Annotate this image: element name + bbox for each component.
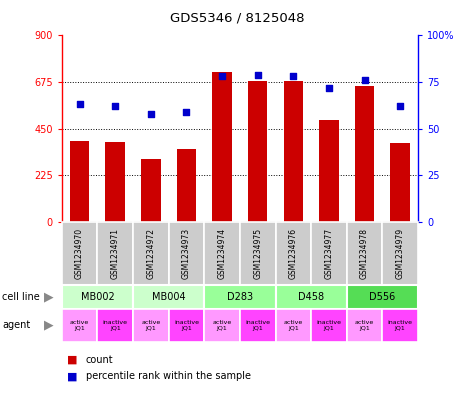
Point: [111, 103, 119, 109]
Text: inactive
JQ1: inactive JQ1: [388, 320, 413, 331]
Bar: [133, 309, 169, 342]
Text: cell line: cell line: [2, 292, 40, 302]
Bar: [355, 86, 374, 222]
Bar: [276, 285, 347, 309]
Point: [325, 84, 332, 91]
Text: GSM1234971: GSM1234971: [111, 228, 120, 279]
Text: ▶: ▶: [44, 290, 54, 303]
Text: GSM1234977: GSM1234977: [324, 228, 333, 279]
Point: [254, 72, 261, 78]
Bar: [311, 309, 347, 342]
Text: ■: ■: [66, 354, 77, 365]
Point: [361, 77, 369, 83]
Bar: [382, 222, 418, 285]
Bar: [141, 159, 161, 222]
Text: inactive
JQ1: inactive JQ1: [174, 320, 199, 331]
Bar: [204, 285, 276, 309]
Text: GSM1234974: GSM1234974: [218, 228, 227, 279]
Bar: [276, 222, 311, 285]
Text: percentile rank within the sample: percentile rank within the sample: [86, 371, 250, 382]
Bar: [284, 81, 303, 222]
Bar: [62, 309, 97, 342]
Text: D283: D283: [227, 292, 253, 302]
Bar: [133, 285, 204, 309]
Bar: [248, 81, 267, 222]
Text: D458: D458: [298, 292, 324, 302]
Text: inactive
JQ1: inactive JQ1: [316, 320, 342, 331]
Text: D556: D556: [369, 292, 396, 302]
Text: inactive
JQ1: inactive JQ1: [103, 320, 128, 331]
Point: [76, 101, 84, 108]
Text: active
JQ1: active JQ1: [141, 320, 161, 331]
Text: count: count: [86, 354, 113, 365]
Bar: [347, 285, 418, 309]
Point: [147, 111, 155, 117]
Bar: [169, 309, 204, 342]
Text: GSM1234970: GSM1234970: [75, 228, 84, 279]
Text: GSM1234975: GSM1234975: [253, 228, 262, 279]
Text: ■: ■: [66, 371, 77, 382]
Bar: [62, 285, 133, 309]
Text: active
JQ1: active JQ1: [284, 320, 303, 331]
Bar: [319, 120, 339, 222]
Text: active
JQ1: active JQ1: [355, 320, 374, 331]
Point: [182, 109, 190, 115]
Text: GDS5346 / 8125048: GDS5346 / 8125048: [170, 12, 305, 25]
Text: ▶: ▶: [44, 319, 54, 332]
Bar: [347, 222, 382, 285]
Text: active
JQ1: active JQ1: [70, 320, 89, 331]
Text: MB004: MB004: [152, 292, 185, 302]
Bar: [240, 222, 276, 285]
Bar: [311, 222, 347, 285]
Bar: [97, 222, 133, 285]
Text: GSM1234972: GSM1234972: [146, 228, 155, 279]
Bar: [347, 309, 382, 342]
Point: [396, 103, 404, 109]
Text: inactive
JQ1: inactive JQ1: [245, 320, 270, 331]
Text: active
JQ1: active JQ1: [212, 320, 232, 331]
Text: GSM1234978: GSM1234978: [360, 228, 369, 279]
Bar: [276, 309, 311, 342]
Point: [218, 73, 226, 79]
Bar: [105, 142, 125, 222]
Text: GSM1234979: GSM1234979: [396, 228, 405, 279]
Bar: [204, 309, 240, 342]
Bar: [204, 222, 240, 285]
Bar: [97, 309, 133, 342]
Text: GSM1234973: GSM1234973: [182, 228, 191, 279]
Bar: [133, 222, 169, 285]
Bar: [169, 222, 204, 285]
Text: agent: agent: [2, 320, 30, 330]
Bar: [212, 72, 232, 222]
Bar: [240, 309, 276, 342]
Bar: [62, 222, 97, 285]
Text: MB002: MB002: [80, 292, 114, 302]
Bar: [390, 143, 410, 222]
Bar: [382, 309, 418, 342]
Bar: [177, 149, 196, 222]
Point: [289, 73, 297, 79]
Text: GSM1234976: GSM1234976: [289, 228, 298, 279]
Bar: [70, 141, 89, 222]
